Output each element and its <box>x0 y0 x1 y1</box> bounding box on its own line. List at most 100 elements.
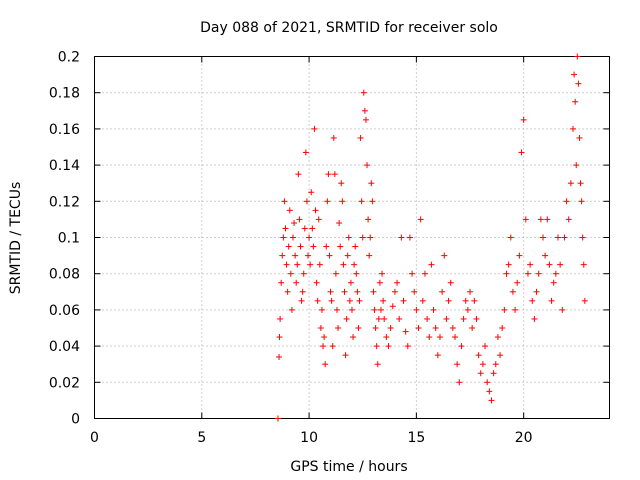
data-point <box>351 261 358 268</box>
data-point <box>320 343 327 350</box>
data-point <box>339 198 346 205</box>
chart-title: Day 088 of 2021, SRMTID for receiver sol… <box>200 20 498 36</box>
data-point <box>278 279 285 286</box>
data-point <box>469 325 476 331</box>
data-point <box>362 116 369 123</box>
y-tick-label: 0.14 <box>49 158 80 174</box>
data-point <box>579 234 586 241</box>
data-point <box>338 180 345 187</box>
data-point <box>458 343 465 350</box>
data-point <box>385 343 392 350</box>
data-point <box>430 306 437 313</box>
data-point <box>328 297 335 304</box>
data-point <box>340 261 347 268</box>
data-point <box>573 162 580 169</box>
data-point <box>369 198 376 205</box>
data-point <box>324 198 331 205</box>
data-point <box>308 189 315 196</box>
plot-frame <box>94 56 610 419</box>
data-point <box>482 343 489 350</box>
data-point <box>567 180 574 187</box>
data-point <box>366 252 373 259</box>
data-point <box>398 234 405 241</box>
data-point <box>391 288 398 295</box>
data-point <box>471 297 478 304</box>
axis-ticks <box>94 56 610 419</box>
data-point <box>327 288 334 295</box>
data-point <box>575 80 582 87</box>
data-point <box>297 243 304 250</box>
data-point <box>426 334 433 341</box>
data-point <box>359 234 366 241</box>
y-tick-label: 0.06 <box>49 303 80 319</box>
data-point <box>276 334 283 341</box>
data-point <box>417 216 424 223</box>
data-point <box>354 288 361 295</box>
data-point <box>494 334 501 341</box>
data-point <box>309 225 316 232</box>
data-point <box>374 361 381 368</box>
data-point <box>331 171 338 178</box>
data-point <box>349 306 355 313</box>
data-point <box>439 288 446 295</box>
data-point <box>314 297 321 304</box>
data-point <box>475 352 482 359</box>
data-point <box>413 306 420 313</box>
data-point <box>285 243 292 250</box>
y-tick-label: 0.1 <box>58 231 80 247</box>
data-point <box>367 234 374 241</box>
data-point <box>311 125 318 132</box>
data-point <box>555 234 561 241</box>
data-point <box>299 288 306 295</box>
data-point <box>373 343 380 350</box>
data-point <box>447 279 454 286</box>
data-point <box>479 361 486 368</box>
y-tick-label: 0.04 <box>49 339 80 355</box>
data-point <box>531 315 538 322</box>
data-point <box>524 270 531 277</box>
data-point <box>368 180 375 187</box>
data-point <box>501 306 508 313</box>
data-point <box>333 306 340 313</box>
data-point <box>296 216 303 223</box>
data-point <box>578 198 585 205</box>
data-point <box>381 315 388 322</box>
grid-lines <box>94 56 610 419</box>
data-point <box>535 270 542 277</box>
data-point <box>282 225 289 232</box>
data-point <box>563 198 570 205</box>
y-tick-label: 0.2 <box>58 50 80 66</box>
data-point <box>552 270 559 277</box>
data-point <box>539 234 546 241</box>
data-point <box>335 325 342 331</box>
data-point <box>449 325 456 331</box>
data-point <box>301 225 308 232</box>
data-point <box>352 243 359 250</box>
data-point <box>421 270 428 277</box>
data-point <box>580 261 587 268</box>
data-point <box>356 297 363 304</box>
y-tick-label: 0.08 <box>49 267 80 283</box>
data-point <box>377 306 384 313</box>
data-point <box>302 149 309 156</box>
data-point <box>322 361 329 368</box>
data-point <box>452 334 458 341</box>
data-point <box>509 288 516 295</box>
data-point <box>375 315 382 322</box>
data-point <box>357 134 364 141</box>
data-point <box>542 252 549 259</box>
data-point <box>294 261 301 268</box>
data-point <box>559 306 566 313</box>
data-point <box>400 297 407 304</box>
data-point <box>516 252 523 259</box>
data-point <box>372 325 379 331</box>
data-point <box>346 297 353 304</box>
x-tick-label: 10 <box>300 430 318 446</box>
data-point <box>537 216 544 223</box>
data-point <box>548 297 555 304</box>
y-axis-label: SRMTID / TECUs <box>8 182 24 295</box>
data-point <box>389 303 396 310</box>
data-point <box>561 234 568 241</box>
data-point <box>409 270 416 277</box>
